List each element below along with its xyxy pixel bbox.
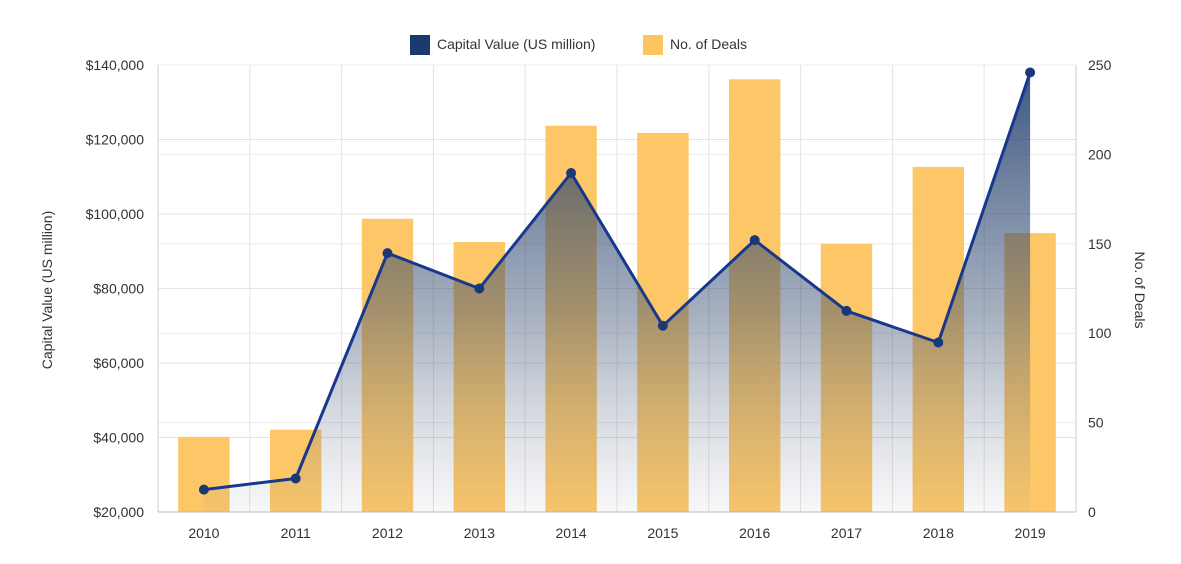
point-capital-value-2016[interactable] (749, 235, 760, 246)
right-tick-label: 250 (1088, 57, 1112, 73)
legend-item-capital-value[interactable]: Capital Value (US million) (410, 35, 595, 55)
left-tick-label: $80,000 (93, 281, 144, 297)
x-tick-label: 2019 (1015, 525, 1046, 541)
point-capital-value-2017[interactable] (841, 305, 852, 316)
line-capital-value (203, 72, 1032, 492)
area-fill-capital-value (203, 72, 1031, 512)
legend-item-deals[interactable]: No. of Deals (643, 35, 747, 55)
x-tick-label: 2010 (188, 525, 219, 541)
legend-swatch-deals (643, 35, 663, 55)
legend-swatch-capital-value (410, 35, 430, 55)
x-tick-label: 2014 (556, 525, 587, 541)
left-tick-label: $20,000 (93, 504, 144, 520)
left-tick-label: $100,000 (86, 206, 145, 222)
x-tick-label: 2012 (372, 525, 403, 541)
left-tick-label: $120,000 (86, 132, 145, 148)
left-tick-label: $140,000 (86, 57, 145, 73)
x-tick-label: 2013 (464, 525, 495, 541)
x-tick-label: 2018 (923, 525, 954, 541)
point-capital-value-2013[interactable] (474, 283, 485, 294)
right-tick-label: 100 (1088, 325, 1112, 341)
legend-label-capital-value: Capital Value (US million) (437, 36, 595, 52)
x-tick-label: 2011 (281, 525, 311, 541)
left-axis-title: Capital Value (US million) (39, 211, 55, 369)
left-tick-label: $60,000 (93, 355, 144, 371)
axes: $20,000 $40,000 $60,000 $80,000 $100,000 $120… (86, 57, 1112, 541)
point-capital-value-2010[interactable] (198, 484, 209, 495)
point-capital-value-2014[interactable] (566, 168, 577, 179)
area-series-capital-value (198, 67, 1036, 512)
left-tick-label: $40,000 (93, 430, 144, 446)
point-capital-value-2018[interactable] (933, 337, 944, 348)
right-tick-label: 200 (1088, 146, 1112, 162)
x-tick-label: 2016 (739, 525, 770, 541)
right-tick-label: 150 (1088, 236, 1112, 252)
x-tick-label: 2017 (831, 525, 862, 541)
point-capital-value-2015[interactable] (657, 320, 668, 331)
point-capital-value-2012[interactable] (382, 248, 393, 259)
legend: Capital Value (US million) No. of Deals (410, 35, 747, 55)
point-capital-value-2011[interactable] (290, 473, 301, 484)
right-tick-label: 50 (1088, 415, 1104, 431)
right-tick-label: 0 (1088, 504, 1096, 520)
x-tick-label: 2015 (647, 525, 678, 541)
point-capital-value-2019[interactable] (1025, 67, 1036, 78)
legend-label-deals: No. of Deals (670, 36, 747, 52)
right-axis-title: No. of Deals (1132, 251, 1148, 328)
